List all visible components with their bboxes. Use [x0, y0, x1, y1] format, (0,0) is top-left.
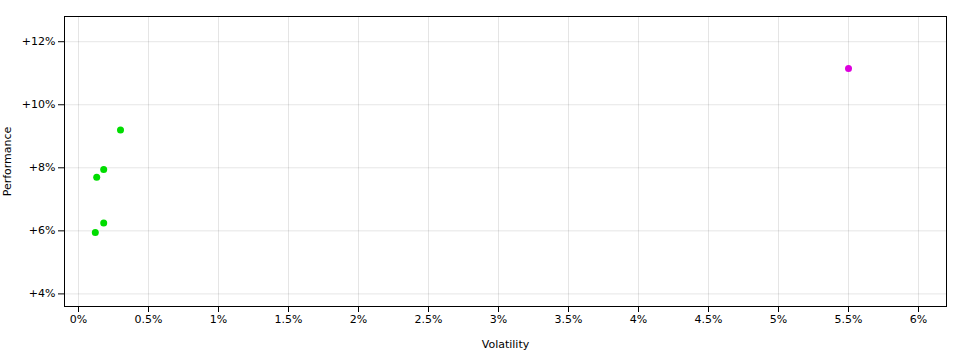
- svg-text:+10%: +10%: [22, 98, 56, 111]
- svg-text:+8%: +8%: [29, 161, 56, 174]
- svg-text:2.5%: 2.5%: [415, 313, 443, 326]
- svg-text:3.5%: 3.5%: [555, 313, 583, 326]
- svg-text:+6%: +6%: [29, 224, 56, 237]
- svg-text:6%: 6%: [910, 313, 927, 326]
- svg-text:4%: 4%: [630, 313, 647, 326]
- svg-text:2%: 2%: [350, 313, 367, 326]
- svg-text:4.5%: 4.5%: [695, 313, 723, 326]
- svg-text:3%: 3%: [490, 313, 507, 326]
- svg-text:0.5%: 0.5%: [135, 313, 163, 326]
- svg-text:5%: 5%: [770, 313, 787, 326]
- svg-text:0%: 0%: [70, 313, 87, 326]
- svg-text:+4%: +4%: [29, 287, 56, 300]
- svg-text:5.5%: 5.5%: [835, 313, 863, 326]
- svg-text:1%: 1%: [210, 313, 227, 326]
- svg-text:Performance: Performance: [1, 126, 14, 196]
- svg-text:Volatility: Volatility: [482, 338, 530, 350]
- svg-text:+12%: +12%: [22, 35, 56, 48]
- svg-text:1.5%: 1.5%: [275, 313, 303, 326]
